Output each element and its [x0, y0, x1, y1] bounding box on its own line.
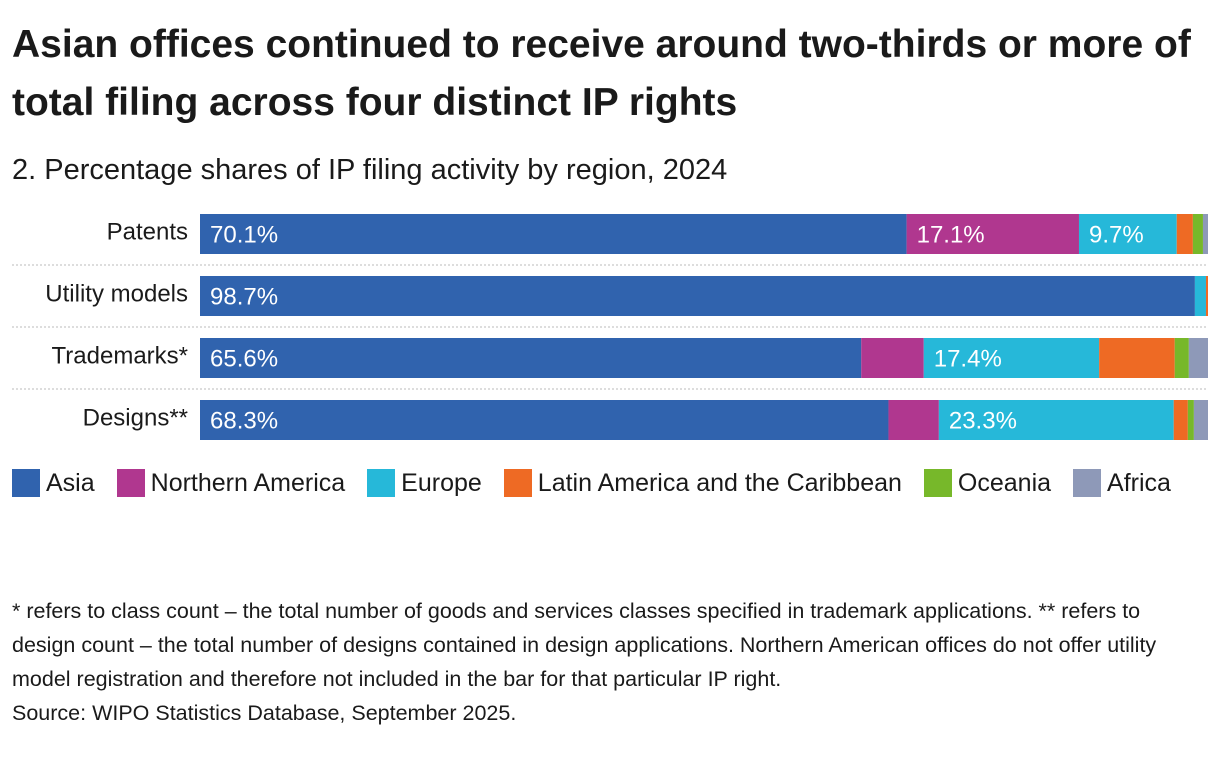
bar-segment	[1188, 338, 1208, 378]
bar-segment	[1173, 400, 1188, 440]
legend-swatch	[503, 469, 532, 497]
legend-label: Europe	[401, 468, 482, 497]
bar-segment	[1205, 276, 1208, 316]
legend-label: Latin America and the Caribbean	[537, 468, 902, 497]
value-label: 9.7%	[1089, 221, 1144, 248]
value-label: 23.3%	[949, 407, 1017, 434]
footnote: * refers to class count – the total numb…	[12, 599, 1157, 691]
value-label: 65.6%	[210, 345, 278, 372]
chart-subtitle: 2. Percentage shares of IP filing activi…	[12, 154, 728, 186]
legend-label: Northern America	[150, 468, 346, 497]
legend: Asia Northern America Europe Latin America …	[12, 468, 1212, 498]
bar-segment	[1174, 338, 1189, 378]
legend-item: Asia	[12, 468, 95, 498]
bar-segment	[861, 338, 924, 378]
bar-segment	[1099, 338, 1175, 378]
chart: Patents 70.1% 17.1% 9.7% Utility models 98.7%…	[12, 214, 1208, 440]
bar-segment	[1202, 214, 1208, 254]
legend-swatch	[923, 469, 952, 497]
bar-segment	[906, 214, 1079, 254]
bar-segment	[1192, 214, 1203, 254]
category-label: Patents	[107, 218, 188, 245]
legend-item: Latin America and the Caribbean	[503, 468, 902, 498]
legend-item: Europe	[367, 468, 482, 498]
value-label: 17.4%	[934, 345, 1002, 372]
legend-label: Asia	[46, 468, 95, 497]
legend-item: Northern America	[116, 468, 346, 498]
bar-segment	[200, 214, 907, 254]
source: Source: WIPO Statistics Database, Septem…	[12, 701, 517, 725]
category-label: Designs**	[83, 404, 188, 431]
legend-item: Africa	[1073, 468, 1171, 498]
notes: * refers to class count – the total numb…	[12, 594, 1207, 730]
bar-segment	[1187, 400, 1194, 440]
legend-swatch	[367, 469, 396, 497]
bar-segment	[938, 400, 1174, 440]
legend-item: Oceania	[923, 468, 1052, 498]
bar-segment	[888, 400, 939, 440]
value-label: 68.3%	[210, 407, 278, 434]
chart-title: Asian offices continued to receive aroun…	[12, 23, 1191, 124]
category-label: Trademarks*	[52, 342, 188, 369]
value-label: 70.1%	[210, 221, 278, 248]
legend-swatch	[116, 469, 145, 497]
bar-segment	[200, 400, 889, 440]
bar-segment	[1193, 400, 1208, 440]
value-label: 98.7%	[210, 283, 278, 310]
bar-segment	[1194, 276, 1206, 316]
legend-swatch	[12, 469, 40, 497]
legend-label: Africa	[1107, 468, 1171, 497]
bar-segment	[200, 276, 1195, 316]
value-label: 17.1%	[917, 221, 985, 248]
legend-swatch	[1073, 469, 1102, 497]
legend-label: Oceania	[957, 468, 1052, 497]
bar-segment	[200, 338, 862, 378]
bar-segment	[1078, 214, 1177, 254]
bar-segment	[1176, 214, 1193, 254]
category-label: Utility models	[45, 280, 188, 307]
bar-segment	[923, 338, 1100, 378]
